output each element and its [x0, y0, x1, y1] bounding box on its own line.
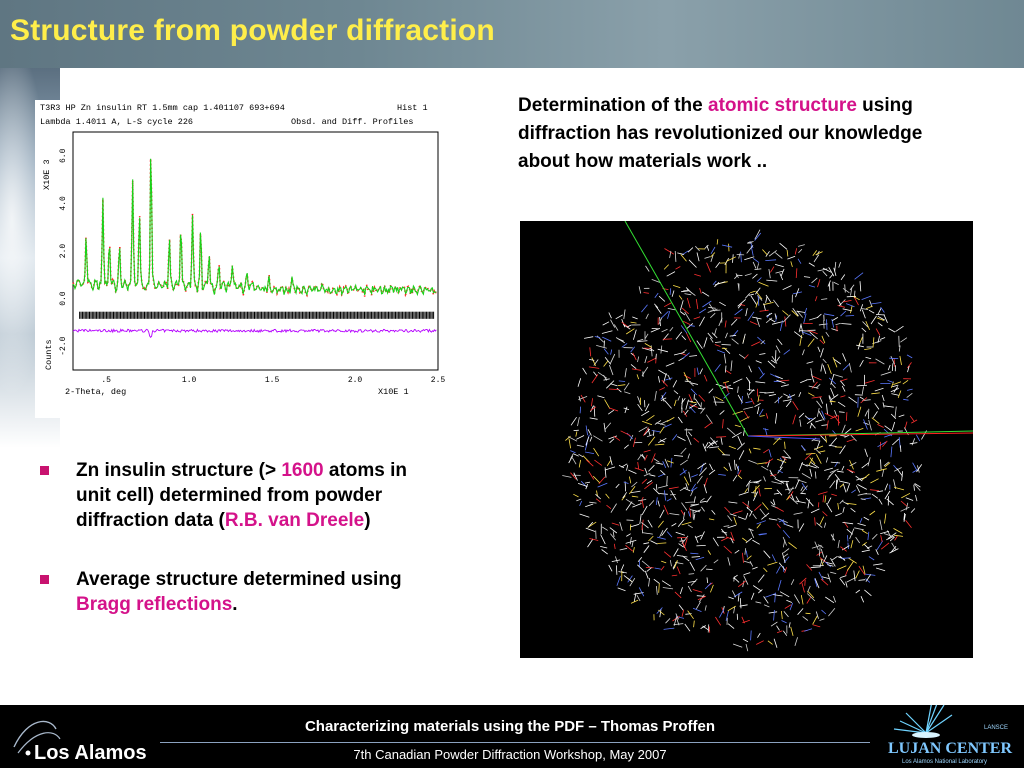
pattern-header-line1: T3R3 HP Zn insulin RT 1.5mm cap 1.401107…: [40, 103, 285, 113]
pattern-header-line2: Lambda 1.4011 A, L-S cycle 226: [40, 117, 193, 127]
y-tick-label: 4.0: [59, 196, 68, 211]
observed-profile: [72, 158, 438, 298]
y-axis-label: Counts: [44, 339, 54, 370]
pattern-header-obsd: Obsd. and Diff. Profiles: [291, 117, 413, 127]
difference-profile: [72, 328, 437, 338]
reflection-tick-marks: [79, 311, 435, 319]
lujan-center-logo: LANSCE LUJAN CENTER Los Alamos National …: [888, 705, 1012, 765]
plot-frame: [72, 131, 439, 371]
x-tick-label: 1.0: [182, 376, 197, 385]
lujan-top-text: LANSCE: [984, 725, 1008, 731]
y-scale-label: X10E 3: [42, 159, 52, 190]
x-tick-label: 2.5: [431, 376, 446, 385]
los-alamos-logo-text: Los Alamos: [34, 742, 147, 763]
bullet-square-icon: [40, 466, 49, 475]
x-tick-label: 1.5: [265, 376, 280, 385]
y-tick-label: -2.0: [59, 336, 68, 355]
bullet-item: Average structure determined using Bragg…: [36, 567, 416, 617]
bullet-item: Zn insulin structure (> 1600 atoms in un…: [36, 458, 416, 533]
y-tick-label: 0.0: [59, 291, 68, 306]
footer-subtitle: 7th Canadian Powder Diffraction Workshop…: [353, 747, 667, 762]
footer-title: Characterizing materials using the PDF –…: [304, 718, 716, 735]
x-scale-label: X10E 1: [378, 387, 409, 397]
intro-text-2: using diffraction has revolutionized our…: [518, 95, 923, 172]
x-axis-label: 2-Theta, deg: [65, 387, 126, 397]
intro-text-1: Determination of the: [518, 95, 709, 116]
slide-title: Structure from powder diffraction: [10, 14, 495, 47]
calculated-profile: [72, 158, 437, 297]
los-alamos-logo: Los Alamos: [13, 720, 147, 763]
bullet-square-icon: [40, 575, 49, 584]
lujan-sub-text: Los Alamos National Laboratory: [902, 759, 987, 765]
x-tick-labels: .5 1.0 1.5 2.0 2.5: [101, 376, 445, 385]
bullet-list: Zn insulin structure (> 1600 atoms in un…: [36, 458, 416, 651]
insulin-structure-image: [520, 221, 973, 658]
intro-paragraph: Determination of the atomic structure us…: [518, 92, 978, 176]
lujan-logo-text: LUJAN CENTER: [888, 740, 1012, 757]
footer-bar: Los Alamos Characterizing materials usin…: [0, 705, 1024, 768]
pattern-header-hist: Hist 1: [397, 103, 428, 113]
x-tick-label: 2.0: [348, 376, 363, 385]
x-tick-label: .5: [101, 376, 111, 385]
y-tick-label: 6.0: [59, 148, 68, 163]
intro-highlight: atomic structure: [708, 95, 857, 116]
title-bar: Structure from powder diffraction: [0, 0, 1024, 68]
y-tick-label: 2.0: [59, 244, 68, 259]
y-tick-labels: 6.0 4.0 2.0 0.0 -2.0: [59, 148, 68, 355]
powder-pattern-plot: T3R3 HP Zn insulin RT 1.5mm cap 1.401107…: [35, 100, 455, 418]
footer-divider: [160, 742, 870, 743]
